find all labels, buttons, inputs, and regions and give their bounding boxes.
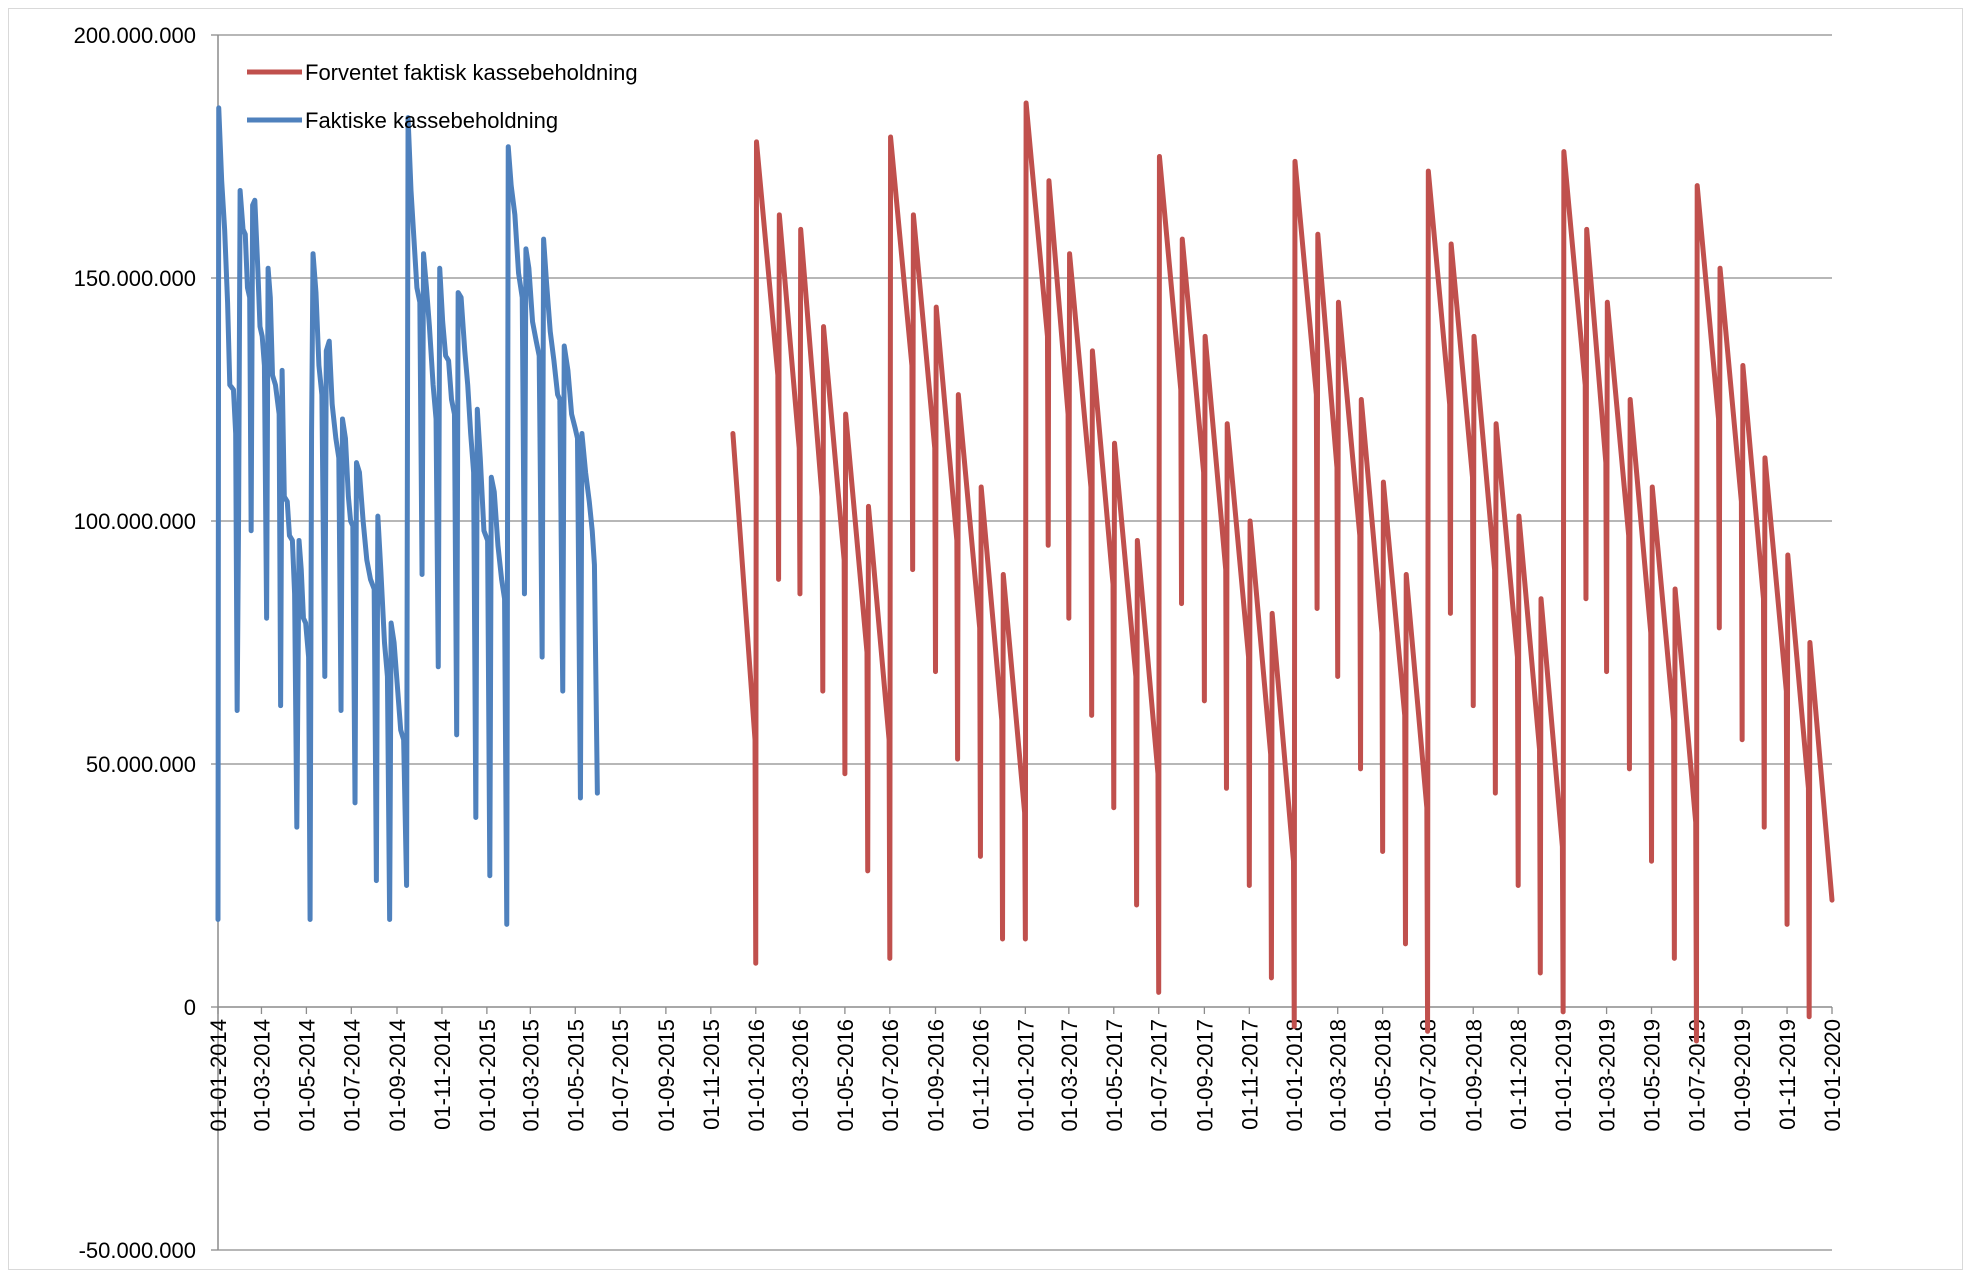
legend: Forventet faktisk kassebeholdning Faktisk…	[247, 60, 638, 133]
x-tick-label: 01-11-2015	[699, 1019, 724, 1130]
x-tick-label: 01-03-2019	[1595, 1019, 1620, 1132]
x-tick-label: 01-11-2018	[1506, 1019, 1531, 1130]
x-tick-label: 01-05-2018	[1371, 1019, 1396, 1132]
y-tick-label: 200.000.000	[74, 23, 196, 48]
x-tick-label: 01-05-2019	[1640, 1019, 1665, 1132]
x-tick-label: 01-11-2019	[1775, 1019, 1800, 1130]
legend-label: Faktiske kassebeholdning	[305, 108, 558, 133]
y-tick-label: 0	[184, 995, 196, 1020]
x-tick-label: 01-01-2014	[206, 1019, 231, 1132]
x-tick-label: 01-05-2015	[563, 1019, 588, 1132]
series-line-forventet	[730, 100, 1835, 1044]
y-tick-label: -50.000.000	[79, 1238, 196, 1263]
chart-frame	[8, 8, 1963, 1270]
x-tick-label: 01-07-2014	[339, 1019, 364, 1132]
legend-label: Forventet faktisk kassebeholdning	[305, 60, 638, 85]
y-tick-label: 150.000.000	[74, 266, 196, 291]
x-tick-label: 01-09-2017	[1192, 1019, 1217, 1132]
x-tick-label: 01-07-2015	[608, 1019, 633, 1132]
x-tick-label: 01-09-2014	[385, 1019, 410, 1132]
x-tick-label: 01-05-2014	[294, 1019, 319, 1132]
series-lines	[215, 100, 1835, 1044]
x-tick-label: 01-09-2016	[923, 1019, 948, 1132]
x-tick-label: 01-07-2017	[1147, 1019, 1172, 1132]
x-tick-label: 01-01-2016	[744, 1019, 769, 1132]
x-tick-label: 01-05-2017	[1102, 1019, 1127, 1132]
x-tick-label: 01-05-2016	[833, 1019, 858, 1132]
x-tick-label: 01-03-2014	[249, 1019, 274, 1132]
x-tick-label: 01-11-2017	[1237, 1019, 1262, 1130]
x-tick-label: 01-03-2015	[518, 1019, 543, 1132]
x-tick-label: 01-11-2016	[968, 1019, 993, 1130]
axes: 200.000.000 150.000.000 100.000.000 50.000.…	[74, 23, 1845, 1263]
series-line-faktiske	[215, 105, 600, 927]
y-tick-label: 100.000.000	[74, 509, 196, 534]
y-tick-label: 50.000.000	[86, 752, 196, 777]
x-tick-label: 01-03-2018	[1326, 1019, 1351, 1132]
x-tick-label: 01-01-2015	[475, 1019, 500, 1132]
x-tick-label: 01-11-2014	[430, 1019, 455, 1130]
x-tick-label: 01-09-2018	[1461, 1019, 1486, 1132]
x-tick-label: 01-03-2017	[1057, 1019, 1082, 1132]
x-tick-label: 01-09-2019	[1730, 1019, 1755, 1132]
x-tick-label: 01-07-2016	[878, 1019, 903, 1132]
x-tick-label: 01-01-2017	[1013, 1019, 1038, 1132]
x-tick-label: 01-01-2018	[1282, 1019, 1307, 1132]
x-tick-label: 01-03-2016	[788, 1019, 813, 1132]
x-tick-label: 01-01-2019	[1551, 1019, 1576, 1132]
x-tick-label: 01-09-2015	[654, 1019, 679, 1132]
x-tick-label: 01-01-2020	[1820, 1019, 1845, 1132]
x-tick-label: 01-07-2018	[1416, 1019, 1441, 1132]
